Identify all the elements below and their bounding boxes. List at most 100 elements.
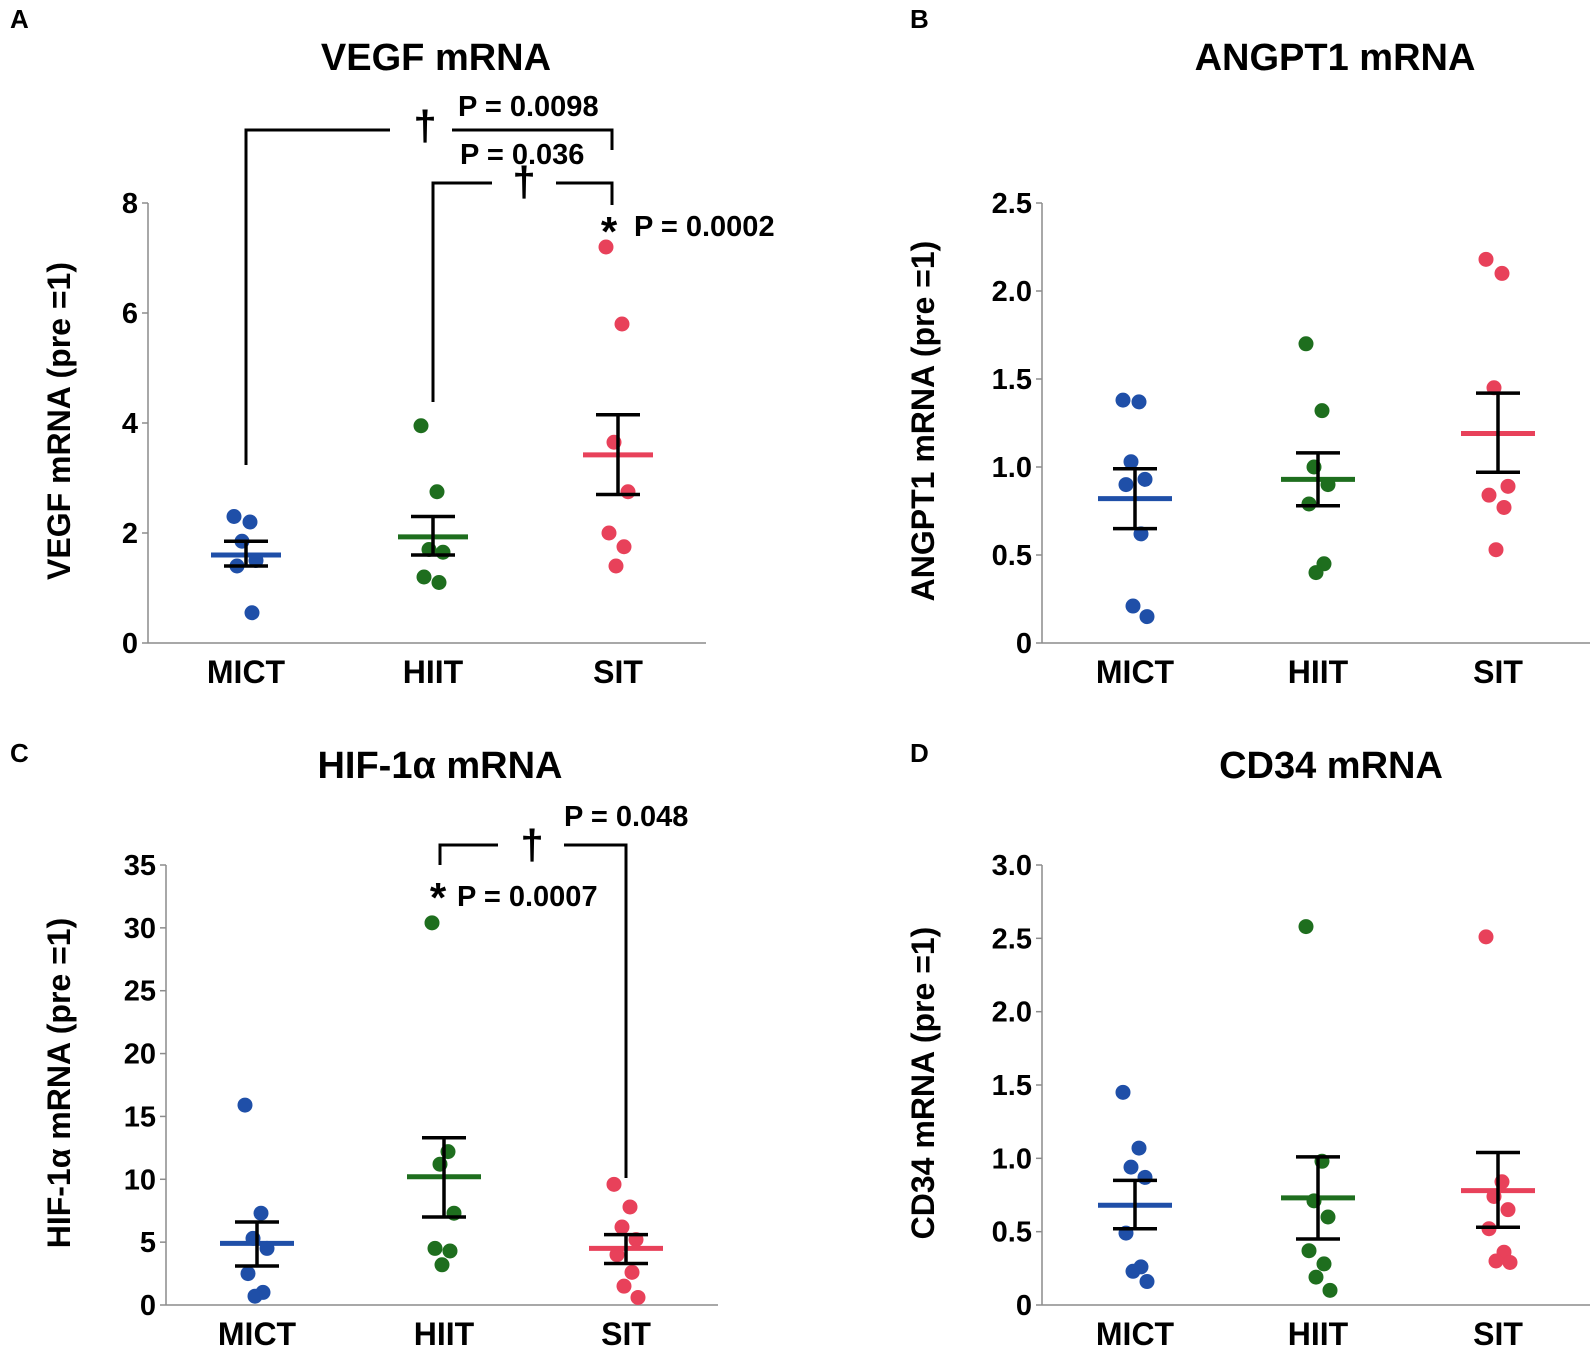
- x-category-label: SIT: [601, 1316, 651, 1352]
- data-point-mict: [1115, 392, 1131, 408]
- data-point-mict: [244, 605, 260, 621]
- y-ticks-angpt1: 0 0.5 1.0 1.5 2.0 2.5: [992, 188, 1590, 660]
- asterisk-hiit: *: [430, 874, 447, 921]
- x-categories-angpt1: MICT HIIT SIT: [1096, 654, 1523, 690]
- data-point-hiit: [1301, 1243, 1317, 1259]
- data-point-hiit: [1322, 1282, 1338, 1298]
- p-value-hiit-sit-c: P = 0.048: [564, 801, 688, 833]
- y-tick-label: 1.0: [992, 1143, 1032, 1175]
- x-categories-vegf: MICT HIIT SIT: [207, 654, 643, 690]
- data-point-sit: [598, 239, 614, 255]
- data-point-sit: [616, 1278, 632, 1294]
- data-point-mict: [237, 1097, 253, 1113]
- error-bar-sit: [1476, 391, 1520, 475]
- y-tick-label: 2.0: [992, 276, 1032, 308]
- y-tick-label: 25: [124, 976, 156, 1008]
- y-axis-label-angpt1: ANGPT1 mRNA (pre =1): [905, 241, 941, 602]
- x-category-label: SIT: [1473, 654, 1523, 690]
- data-point-hiit: [1308, 565, 1324, 581]
- p-value-mict-sit: P = 0.0098: [458, 91, 599, 123]
- data-point-hiit: [431, 575, 447, 590]
- data-point-hiit: [424, 915, 440, 931]
- p-value-hiit-sit: P = 0.036: [460, 139, 584, 171]
- bracket-hiit-sit-right: [556, 181, 614, 205]
- y-tick-label: 2.0: [992, 997, 1032, 1029]
- asterisk-sit: *: [601, 208, 618, 255]
- data-point-hiit: [434, 1257, 450, 1273]
- data-point-hiit: [429, 484, 445, 500]
- data-point-mict: [1123, 1159, 1139, 1175]
- data-point-hiit: [416, 569, 432, 585]
- x-category-label: HIIT: [414, 1316, 475, 1352]
- x-categories-hif1a: MICT HIIT SIT: [218, 1316, 651, 1352]
- data-point-sit: [1500, 1202, 1516, 1218]
- chart-title-vegf: VEGF mRNA: [321, 37, 551, 79]
- x-category-label: HIIT: [1288, 654, 1349, 690]
- y-axis-label-vegf: VEGF mRNA (pre =1): [41, 262, 77, 580]
- bracket-mict-sit-right: [452, 128, 614, 150]
- data-marks-hif1a: [220, 915, 663, 1305]
- y-tick-label: 5: [140, 1227, 156, 1259]
- bracket-hiit-sit-right-c: [564, 843, 628, 1178]
- y-ticks-hif1a: 0 5 10 15 20 25 30 35: [124, 850, 718, 1322]
- y-ticks-vegf: 0 2 4 6 8: [122, 188, 706, 660]
- y-tick-label: 20: [124, 1039, 156, 1071]
- data-point-mict: [1125, 598, 1141, 614]
- data-point-hiit: [1308, 1269, 1324, 1285]
- x-category-label: MICT: [218, 1316, 297, 1352]
- error-bar-mict: [1113, 467, 1157, 531]
- data-point-sit: [616, 539, 632, 555]
- data-point-hiit: [427, 1240, 443, 1256]
- chart-title-angpt1: ANGPT1 mRNA: [1195, 37, 1476, 79]
- y-tick-label: 0: [1016, 1290, 1032, 1322]
- panel-letter-a: A: [10, 4, 29, 34]
- data-point-mict: [1131, 1140, 1147, 1156]
- bracket-hiit-sit-left: [431, 181, 492, 402]
- error-bar-hiit: [411, 514, 455, 557]
- data-marks-angpt1: [1098, 251, 1535, 625]
- data-point-sit: [1496, 499, 1512, 515]
- y-tick-label: 35: [124, 850, 156, 882]
- x-category-label: HIIT: [1288, 1316, 1349, 1352]
- y-tick-label: 1.5: [992, 364, 1032, 396]
- y-tick-label: 30: [124, 913, 156, 945]
- data-point-mict: [1115, 1084, 1131, 1100]
- y-ticks-cd34: 0 0.5 1.0 1.5 2.0 2.5 3.0: [992, 850, 1590, 1322]
- error-bar-mict: [1113, 1178, 1157, 1231]
- error-bar-mict: [224, 539, 268, 568]
- y-tick-label: 6: [122, 298, 138, 330]
- panel-a-vegf: A VEGF mRNA VEGF mRNA (pre =1) 0 2 4 6 8 MIC…: [10, 4, 775, 690]
- data-point-hiit: [1298, 336, 1314, 352]
- data-point-sit: [1481, 487, 1497, 503]
- data-point-sit: [622, 1199, 638, 1215]
- y-tick-label: 4: [122, 408, 138, 440]
- data-point-hiit: [1298, 919, 1314, 935]
- error-bar-hiit: [422, 1136, 466, 1219]
- panel-b-angpt1: B ANGPT1 mRNA ANGPT1 mRNA (pre =1) 0 0.5 1…: [905, 4, 1590, 690]
- data-point-sit: [614, 1219, 630, 1235]
- error-bar-sit: [1476, 1150, 1520, 1230]
- y-tick-label: 0: [1016, 628, 1032, 660]
- y-tick-label: 3.0: [992, 850, 1032, 882]
- y-tick-label: 15: [124, 1101, 156, 1133]
- y-tick-label: 2: [122, 518, 138, 550]
- x-category-label: HIIT: [403, 654, 464, 690]
- error-bar-hiit: [1296, 451, 1340, 508]
- data-point-mict: [247, 1288, 263, 1304]
- error-bar-hiit: [1296, 1155, 1340, 1241]
- panel-d-cd34: D CD34 mRNA CD34 mRNA (pre =1) 0 0.5 1.0 1.…: [905, 738, 1590, 1352]
- data-point-sit: [630, 1289, 646, 1305]
- x-category-label: MICT: [207, 654, 286, 690]
- data-point-mict: [1118, 477, 1134, 493]
- data-point-sit: [614, 316, 630, 332]
- error-bar-sit: [596, 413, 640, 497]
- data-point-mict: [240, 1266, 256, 1282]
- data-point-sit: [1500, 478, 1516, 494]
- chart-title-cd34: CD34 mRNA: [1219, 745, 1443, 787]
- x-categories-cd34: MICT HIIT SIT: [1096, 1316, 1523, 1352]
- data-point-sit: [601, 525, 617, 541]
- p-value-hiit-pre: P = 0.0007: [457, 881, 598, 913]
- dagger-hiit-sit-c: †: [520, 821, 543, 868]
- data-point-sit: [608, 558, 624, 574]
